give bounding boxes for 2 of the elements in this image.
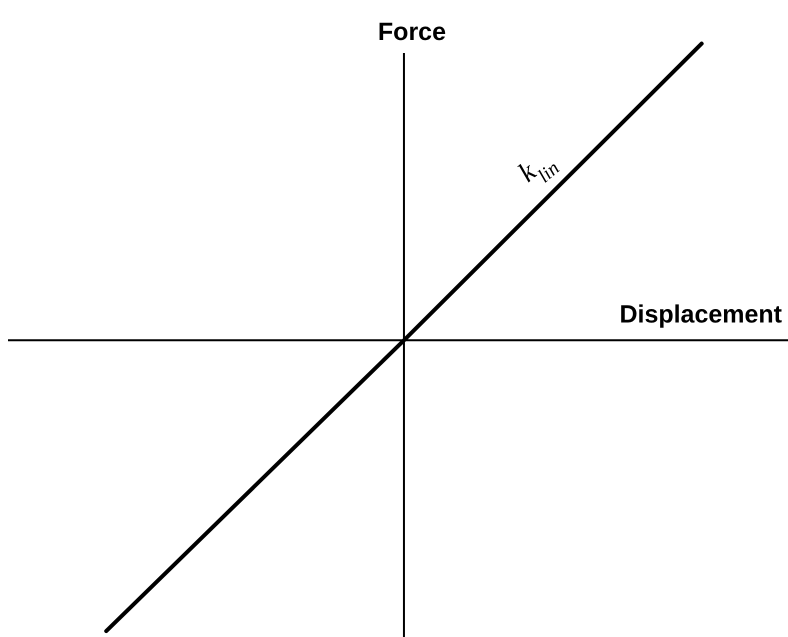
x-axis-title: Displacement [619, 300, 783, 328]
y-axis-title: Force [378, 18, 446, 46]
